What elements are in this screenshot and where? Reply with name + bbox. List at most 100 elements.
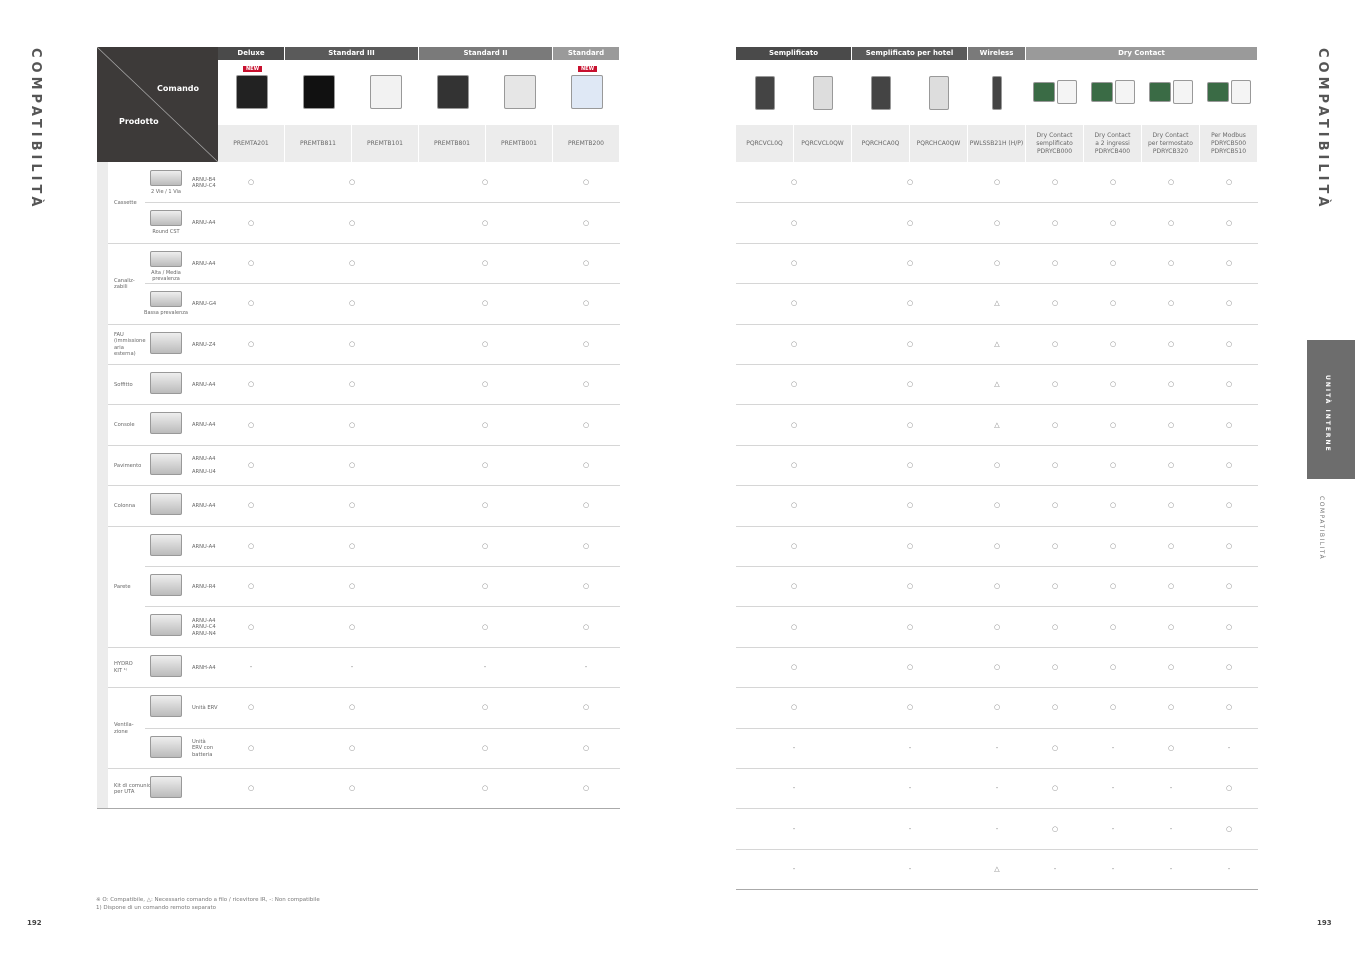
- compat-symbol: ○: [582, 703, 590, 712]
- compat-symbol: ○: [481, 703, 489, 712]
- compat-symbol: ○: [993, 501, 1001, 510]
- indoor-unit-image: [150, 493, 182, 516]
- compat-symbol: ○: [348, 178, 356, 187]
- compat-symbol: ○: [906, 299, 914, 308]
- compat-symbol: ○: [481, 582, 489, 591]
- compat-symbol: ○: [348, 582, 356, 591]
- row-divider: [736, 808, 1258, 810]
- model-code: PQRCVCL0Q: [736, 125, 794, 162]
- compat-symbol: ○: [481, 784, 489, 793]
- model-code: PREMTB001: [486, 125, 553, 162]
- category-label: Cassette: [114, 200, 137, 207]
- row-divider: [145, 202, 620, 204]
- compat-symbol: -: [995, 784, 999, 793]
- model-code: PREMTB101: [352, 125, 419, 162]
- unit-model: ARNU-A4: [192, 260, 216, 267]
- compat-symbol: ○: [582, 461, 590, 469]
- compat-symbol: ○: [1109, 622, 1117, 631]
- compat-symbol: ○: [481, 380, 489, 389]
- group-header: Standard III: [285, 47, 418, 60]
- remote-controller-image: [369, 75, 402, 109]
- group-header: Standard: [553, 47, 619, 60]
- compat-symbol: ○: [582, 218, 590, 227]
- corner-prodotto: Prodotto: [119, 117, 159, 126]
- compat-symbol: ○: [993, 541, 1001, 550]
- compat-symbol: ○: [481, 178, 489, 187]
- corner-comando: Comando: [157, 84, 200, 93]
- category-label: HYDRO KIT ¹⁾: [114, 661, 133, 674]
- compat-symbol: ○: [1225, 663, 1233, 671]
- row-divider: [145, 606, 620, 608]
- unit-model: ARNU-A4: [192, 422, 216, 429]
- compat-symbol: ○: [1109, 339, 1117, 348]
- compat-symbol: ○: [1051, 299, 1059, 308]
- compat-symbol: ○: [1225, 541, 1233, 550]
- compat-symbol: ○: [481, 461, 489, 469]
- compat-symbol: ○: [1051, 259, 1059, 267]
- compat-symbol: ○: [906, 218, 914, 227]
- remote-controller-image: [436, 75, 469, 109]
- row-divider: [736, 323, 1258, 325]
- unit-model: ARNU-Z4: [192, 341, 216, 348]
- remote-controller-image: [570, 75, 603, 109]
- row-divider: [736, 202, 1258, 204]
- compat-symbol: ○: [247, 259, 255, 267]
- category-label: Ventila- zione: [114, 722, 134, 735]
- dry-contact-box-image: [1173, 80, 1193, 104]
- compat-symbol: ○: [1109, 663, 1117, 671]
- compat-symbol: -: [1227, 865, 1231, 873]
- section-tab-active[interactable]: UNITÀ INTERNE: [1307, 340, 1355, 479]
- row-divider: [736, 485, 1258, 487]
- compat-symbol: ○: [1051, 339, 1059, 348]
- compat-symbol: ○: [906, 501, 914, 510]
- compat-symbol: ○: [993, 582, 1001, 591]
- compat-symbol: -: [1111, 865, 1115, 873]
- category-label: Soffitto: [114, 381, 133, 388]
- compat-symbol: ○: [348, 541, 356, 550]
- row-divider: [736, 687, 1258, 689]
- indoor-unit-image: [150, 654, 182, 677]
- remote-controller-image: [503, 75, 536, 109]
- section-tab-inactive[interactable]: COMPATIBILITÀ: [1318, 496, 1325, 561]
- compat-symbol: -: [1053, 865, 1057, 873]
- compat-symbol: -: [1111, 824, 1115, 833]
- compat-symbol: ○: [1167, 339, 1175, 348]
- compat-symbol: ○: [1109, 501, 1117, 510]
- row-divider: [108, 687, 620, 689]
- category-label: Parete: [114, 583, 131, 590]
- compat-symbol: ○: [247, 743, 255, 752]
- row-divider: [736, 242, 1258, 244]
- compat-symbol: ○: [582, 784, 590, 793]
- compat-symbol: ○: [247, 501, 255, 510]
- compat-symbol: ○: [1109, 380, 1117, 389]
- section-tab-label: UNITÀ INTERNE: [1324, 375, 1331, 453]
- dry-contact-board-image: [1033, 82, 1055, 102]
- remote-controller-image: [992, 76, 1002, 110]
- compat-symbol: ○: [348, 501, 356, 510]
- compat-symbol: ○: [1225, 339, 1233, 348]
- unit-model: ARNU-A4: [192, 543, 216, 550]
- compat-symbol: ○: [1167, 703, 1175, 712]
- row-divider: [145, 283, 620, 285]
- compat-symbol: ○: [348, 461, 356, 469]
- compat-symbol: ○: [1167, 259, 1175, 267]
- compat-symbol: ○: [481, 259, 489, 267]
- compat-symbol: △: [994, 865, 1000, 873]
- unit-model: ARNU-R4: [192, 583, 216, 590]
- compat-symbol: ○: [247, 178, 255, 187]
- indoor-unit-image: [150, 250, 182, 267]
- compat-symbol: ○: [906, 582, 914, 591]
- compat-symbol: -: [584, 663, 588, 671]
- compat-symbol: ○: [247, 703, 255, 712]
- group-header: Semplificato: [736, 47, 851, 60]
- indoor-unit-image: [150, 614, 182, 637]
- compat-symbol: ○: [247, 622, 255, 631]
- compat-symbol: ○: [1109, 178, 1117, 187]
- remote-controller-image: [813, 76, 833, 110]
- row-divider: [736, 606, 1258, 608]
- compat-symbol: ○: [906, 461, 914, 469]
- compat-symbol: ○: [1225, 824, 1233, 833]
- compat-symbol: ○: [582, 622, 590, 631]
- compat-symbol: ○: [348, 380, 356, 389]
- unit-model: ARNU-A4: [192, 381, 216, 388]
